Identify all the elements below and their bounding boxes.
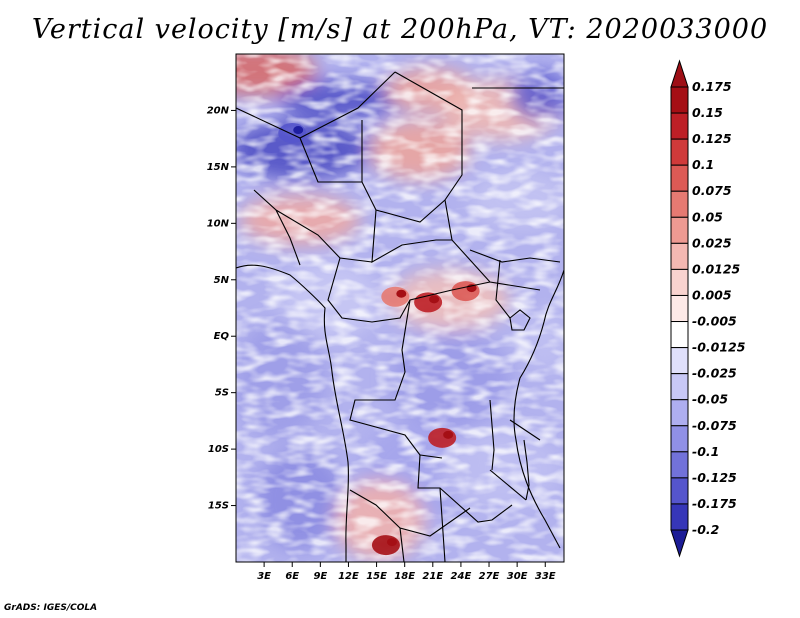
lake-tanganyika — [489, 399, 495, 471]
colorbar-swatch — [670, 112, 689, 140]
y-tick-label: 15N — [207, 162, 230, 173]
colorbar-swatch — [670, 164, 689, 192]
y-tick-label: 20N — [207, 105, 230, 116]
colorbar-label: -0.05 — [692, 392, 728, 407]
border-c5 — [349, 489, 471, 562]
coastline-west — [236, 264, 350, 562]
border-s2 — [375, 199, 446, 223]
colorbar-swatch — [670, 503, 689, 531]
x-tick-label: 33E — [535, 571, 556, 582]
x-tick-label: 6E — [285, 571, 299, 582]
colorbar-label: 0.0125 — [692, 261, 741, 276]
colorbar-label: 0.125 — [692, 131, 732, 146]
colorbar-label: -0.0125 — [692, 340, 746, 355]
field-core — [371, 535, 400, 556]
colorbar-label: 0.05 — [692, 209, 723, 224]
ascent-cores — [278, 123, 480, 556]
colorbar-label: 0.075 — [692, 183, 732, 198]
colorbar-label: 0.175 — [692, 79, 732, 94]
colorbar-label: -0.1 — [692, 444, 719, 459]
x-tick-label: 27E — [479, 571, 500, 582]
colorbar-swatch — [670, 190, 689, 218]
x-tick-label: 3E — [257, 571, 271, 582]
border-n2 — [394, 71, 463, 241]
x-tick-label: 18E — [394, 571, 415, 582]
map-panel — [236, 54, 564, 562]
map-frame — [235, 53, 565, 563]
y-tick-label: 15S — [208, 501, 229, 512]
colorbar-bottom-arrow — [670, 529, 689, 558]
y-tick-label: 5N — [214, 275, 230, 286]
colorbar-label: -0.025 — [692, 366, 737, 381]
field-core — [451, 281, 480, 302]
border-n4 — [299, 137, 377, 211]
colorbar-swatch — [670, 451, 689, 479]
field-core — [381, 286, 410, 307]
border-n1 — [236, 71, 396, 139]
colorbar-swatch — [670, 86, 689, 114]
border-e1 — [469, 249, 561, 319]
border-c3 — [349, 299, 421, 456]
y-tick-label: 10S — [208, 444, 229, 455]
lake-victoria — [509, 309, 531, 331]
colorbar-swatch — [670, 399, 689, 427]
colorbar-swatch — [670, 216, 689, 244]
colorbar-swatch — [670, 321, 689, 349]
colorbar-swatch — [670, 294, 689, 323]
colorbar-swatch — [670, 138, 689, 166]
x-axis: 3E 6E 9E 12E 15E 18E 21E 24E 27E 30E 33E — [257, 562, 556, 582]
border-c2 — [327, 257, 491, 323]
y-axis: 20N 15N 10N 5N EQ 5S 10S 15S — [207, 105, 236, 512]
colorbar-swatch — [670, 373, 689, 401]
colorbar-swatch — [670, 477, 689, 505]
colorbar-label: -0.2 — [692, 522, 719, 537]
field-core-peak — [386, 538, 397, 547]
colorbar-label: -0.075 — [692, 418, 737, 433]
chart-title: Vertical velocity [m/s] at 200hPa, VT: 2… — [31, 14, 769, 45]
field-core — [278, 123, 307, 144]
y-tick-label: 5S — [215, 388, 229, 399]
x-tick-label: 9E — [313, 571, 327, 582]
lake-malawi — [523, 439, 530, 501]
coastline-east — [513, 269, 564, 549]
x-tick-label: 30E — [507, 571, 528, 582]
x-tick-label: 12E — [338, 571, 359, 582]
border-c1 — [253, 189, 373, 266]
colorbar-label: -0.125 — [692, 470, 737, 485]
field-core-peak — [443, 430, 454, 439]
field-core-peak — [429, 295, 440, 304]
colorbar-label: 0.15 — [692, 105, 723, 120]
colorbar-label: 0.005 — [692, 287, 732, 302]
colorbar-swatch — [670, 425, 689, 453]
country-borders — [236, 71, 564, 562]
field-core-peak — [293, 126, 304, 135]
colorbar-swatch — [670, 347, 689, 375]
credit-label: GrADS: IGES/COLA — [4, 603, 98, 613]
colorbar-label: -0.175 — [692, 496, 737, 511]
colorbar-label: 0.1 — [692, 157, 714, 172]
colorbar: 0.175 0.15 0.125 0.1 0.075 0.05 0.025 0.0125 0.0… — [670, 59, 746, 558]
y-tick-label: 10N — [207, 218, 230, 229]
field-core — [428, 427, 457, 448]
colorbar-label: 0.025 — [692, 235, 732, 250]
x-tick-label: 24E — [451, 571, 472, 582]
colorbar-label: -0.005 — [692, 314, 737, 329]
x-tick-label: 21E — [422, 571, 443, 582]
colorbar-top-arrow — [670, 59, 689, 88]
x-tick-label: 15E — [366, 571, 387, 582]
field-core-peak — [396, 289, 407, 298]
border-c6 — [439, 419, 541, 562]
colorbar-swatch — [670, 242, 689, 270]
colorbar-swatch — [670, 268, 689, 296]
y-tick-label: EQ — [214, 331, 230, 342]
